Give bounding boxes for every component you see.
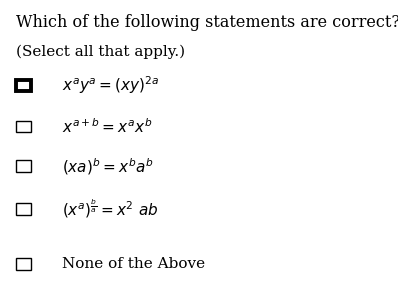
Bar: [16, 80, 31, 91]
Text: $(xa)^b = x^b a^b$: $(xa)^b = x^b a^b$: [62, 156, 153, 177]
Text: $x^a y^a = (xy)^{2a}$: $x^a y^a = (xy)^{2a}$: [62, 74, 159, 96]
Text: None of the Above: None of the Above: [62, 257, 205, 271]
Text: (Select all that apply.): (Select all that apply.): [16, 44, 185, 59]
Bar: [16, 160, 31, 172]
Bar: [16, 258, 31, 270]
Bar: [16, 203, 31, 215]
Text: Which of the following statements are correct?: Which of the following statements are co…: [16, 14, 398, 31]
Text: $(x^a)^{\frac{b}{a}} = x^2\ ab$: $(x^a)^{\frac{b}{a}} = x^2\ ab$: [62, 197, 158, 221]
Text: $x^{a+b} = x^a x^b$: $x^{a+b} = x^a x^b$: [62, 117, 152, 136]
Bar: [16, 121, 31, 132]
